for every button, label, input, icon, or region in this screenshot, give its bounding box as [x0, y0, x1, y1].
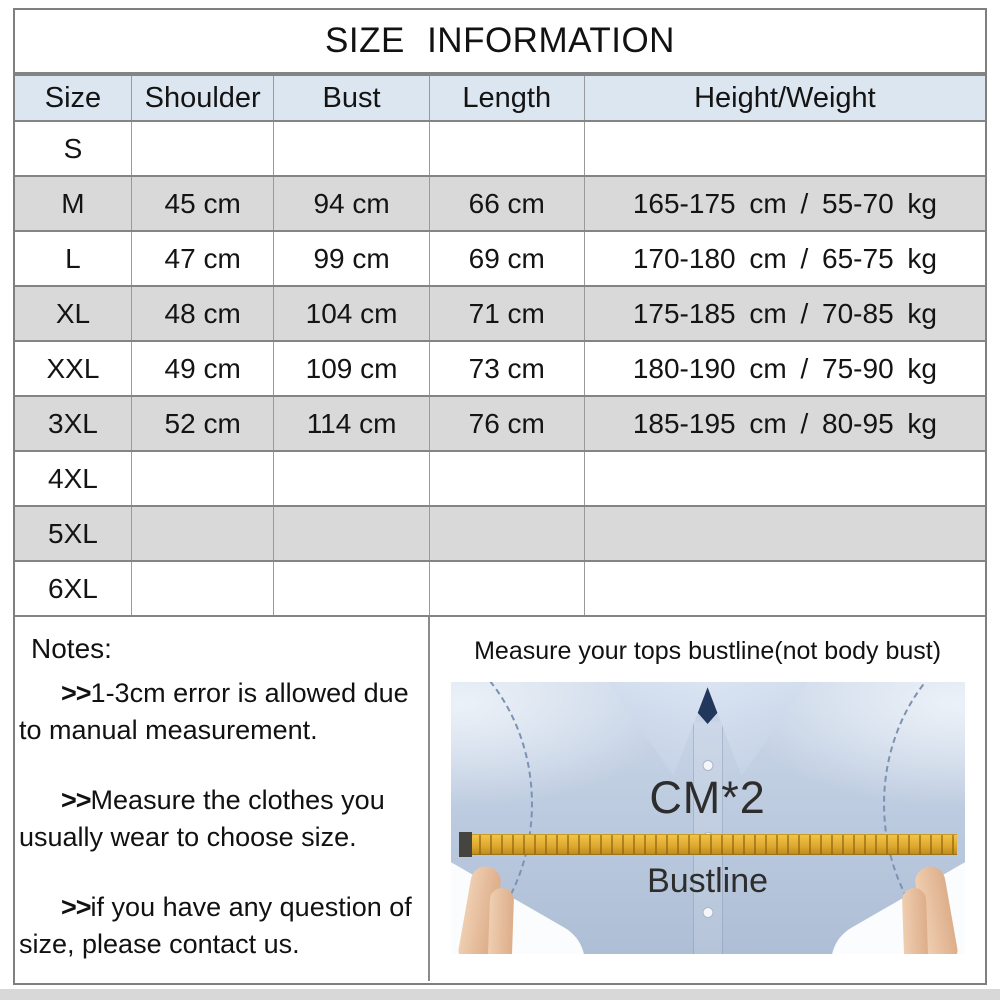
tape-tip — [458, 832, 472, 857]
notes-heading: Notes: — [31, 633, 112, 664]
col-header-length: Length — [428, 74, 585, 122]
height-weight-cell — [583, 450, 985, 507]
bustline-label: Bustline — [647, 862, 769, 900]
bust-cell: 99 cm — [273, 230, 430, 287]
bust-cell: 104 cm — [273, 285, 430, 342]
size-cell: 5XL — [15, 505, 132, 562]
note-arrows: >> — [61, 785, 92, 815]
table-row-xl: XL 48 cm 104 cm 71 cm 175-185 cm / 70-85… — [15, 285, 985, 342]
bottom-section: Notes: >>1-3cm error is allowed due to m… — [15, 617, 985, 981]
shoulder-cell — [130, 560, 275, 617]
finger-shape — [901, 887, 928, 954]
finger-shape — [487, 887, 514, 954]
col-header-bust: Bust — [273, 74, 430, 122]
table-row-4xl: 4XL — [15, 450, 985, 507]
length-cell: 76 cm — [428, 395, 585, 452]
height-weight-cell — [583, 560, 985, 617]
bustline-photo: CM*2 Bustline — [450, 682, 965, 954]
height-weight-cell: 165-175 cm / 55-70 kg — [583, 175, 985, 232]
shirt-seam-stitching — [450, 682, 533, 954]
height-weight-cell: 180-190 cm / 75-90 kg — [583, 340, 985, 397]
shirt-button — [702, 907, 714, 918]
note-arrows: >> — [61, 678, 92, 708]
shirt-seam-stitching — [882, 682, 965, 954]
size-cell: 6XL — [15, 560, 132, 617]
length-cell — [428, 560, 585, 617]
size-cell: 3XL — [15, 395, 132, 452]
shoulder-cell: 47 cm — [130, 230, 275, 287]
bust-cell: 109 cm — [273, 340, 430, 397]
bust-cell — [273, 120, 430, 177]
shirt-button — [702, 760, 714, 771]
size-cell: L — [15, 230, 132, 287]
note-item: >>Measure the clothes you usually wear t… — [19, 782, 414, 856]
height-weight-cell — [583, 120, 985, 177]
measure-caption: Measure your tops bustline(not body bust… — [474, 637, 942, 665]
bust-cell: 114 cm — [273, 395, 430, 452]
size-chart-sheet: SIZE INFORMATION Size Shoulder Bust Leng… — [13, 8, 987, 985]
table-row-5xl: 5XL — [15, 505, 985, 562]
size-cell: S — [15, 120, 132, 177]
table-row-6xl: 6XL — [15, 560, 985, 617]
page-title: SIZE INFORMATION — [15, 10, 985, 74]
note-text: Measure the clothes you usually wear to … — [19, 785, 385, 852]
measure-panel: Measure your tops bustline(not body bust… — [430, 617, 985, 981]
table-row-s: S — [15, 120, 985, 177]
length-cell — [428, 450, 585, 507]
left-hand — [455, 854, 533, 954]
col-header-shoulder: Shoulder — [130, 74, 275, 122]
height-weight-cell: 185-195 cm / 80-95 kg — [583, 395, 985, 452]
note-text: 1-3cm error is allowed due to manual mea… — [19, 678, 409, 745]
shoulder-cell: 48 cm — [130, 285, 275, 342]
shirt-collar — [604, 682, 812, 776]
length-cell: 71 cm — [428, 285, 585, 342]
note-item: >>1-3cm error is allowed due to manual m… — [19, 675, 414, 749]
size-cell: XL — [15, 285, 132, 342]
table-row-xxl: XXL 49 cm 109 cm 73 cm 180-190 cm / 75-9… — [15, 340, 985, 397]
size-cell: 4XL — [15, 450, 132, 507]
size-cell: XXL — [15, 340, 132, 397]
length-cell: 73 cm — [428, 340, 585, 397]
col-header-size: Size — [15, 74, 132, 122]
height-weight-cell — [583, 505, 985, 562]
bust-cell: 94 cm — [273, 175, 430, 232]
collar-flap — [607, 682, 710, 776]
note-item: >>if you have any question of size, plea… — [19, 889, 414, 963]
length-cell: 69 cm — [428, 230, 585, 287]
cm2-formula-label: CM*2 — [649, 772, 766, 823]
note-text: if you have any question of size, please… — [19, 892, 412, 959]
table-row-l: L 47 cm 99 cm 69 cm 170-180 cm / 65-75 k… — [15, 230, 985, 287]
right-hand — [883, 854, 961, 954]
bust-cell — [273, 450, 430, 507]
shoulder-cell: 45 cm — [130, 175, 275, 232]
height-weight-cell: 170-180 cm / 65-75 kg — [583, 230, 985, 287]
table-row-m: M 45 cm 94 cm 66 cm 165-175 cm / 55-70 k… — [15, 175, 985, 232]
measuring-tape-icon — [458, 834, 957, 855]
bust-cell — [273, 505, 430, 562]
note-arrows: >> — [61, 892, 92, 922]
size-cell: M — [15, 175, 132, 232]
collar-flap — [705, 682, 808, 776]
notes-panel: Notes: >>1-3cm error is allowed due to m… — [15, 617, 431, 981]
table-row-3xl: 3XL 52 cm 114 cm 76 cm 185-195 cm / 80-9… — [15, 395, 985, 452]
header-row: Size Shoulder Bust Length Height/Weight — [15, 74, 985, 122]
bottom-gray-strip — [0, 989, 1000, 1000]
length-cell — [428, 505, 585, 562]
bust-cell — [273, 560, 430, 617]
size-table: Size Shoulder Bust Length Height/Weight … — [15, 74, 985, 617]
height-weight-cell: 175-185 cm / 70-85 kg — [583, 285, 985, 342]
shoulder-cell: 52 cm — [130, 395, 275, 452]
shoulder-cell — [130, 505, 275, 562]
length-cell — [428, 120, 585, 177]
shoulder-cell: 49 cm — [130, 340, 275, 397]
shoulder-cell — [130, 450, 275, 507]
shoulder-cell — [130, 120, 275, 177]
col-header-height-weight: Height/Weight — [583, 74, 985, 122]
length-cell: 66 cm — [428, 175, 585, 232]
